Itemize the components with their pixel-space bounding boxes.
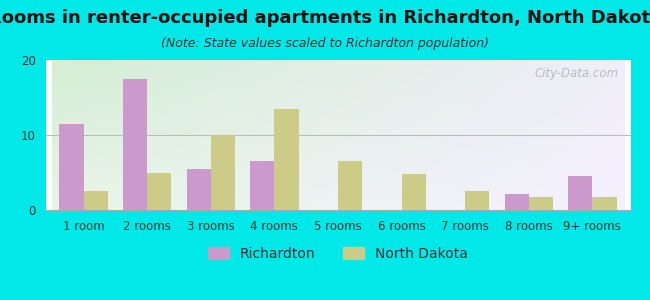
Text: (Note: State values scaled to Richardton population): (Note: State values scaled to Richardton… xyxy=(161,38,489,50)
Bar xyxy=(402,174,426,210)
Bar xyxy=(592,196,616,210)
Legend: Richardton, North Dakota: Richardton, North Dakota xyxy=(202,241,474,266)
Bar xyxy=(84,191,108,210)
Bar xyxy=(123,79,148,210)
Bar xyxy=(148,172,172,210)
Text: City-Data.com: City-Data.com xyxy=(535,68,619,80)
Bar xyxy=(211,135,235,210)
Bar xyxy=(338,161,362,210)
Bar xyxy=(465,191,489,210)
Bar xyxy=(504,194,528,210)
Bar xyxy=(250,161,274,210)
Bar xyxy=(187,169,211,210)
Bar xyxy=(568,176,592,210)
Bar xyxy=(528,196,553,210)
Bar xyxy=(274,109,298,210)
Text: Rooms in renter-occupied apartments in Richardton, North Dakota: Rooms in renter-occupied apartments in R… xyxy=(0,9,650,27)
Bar xyxy=(60,124,84,210)
